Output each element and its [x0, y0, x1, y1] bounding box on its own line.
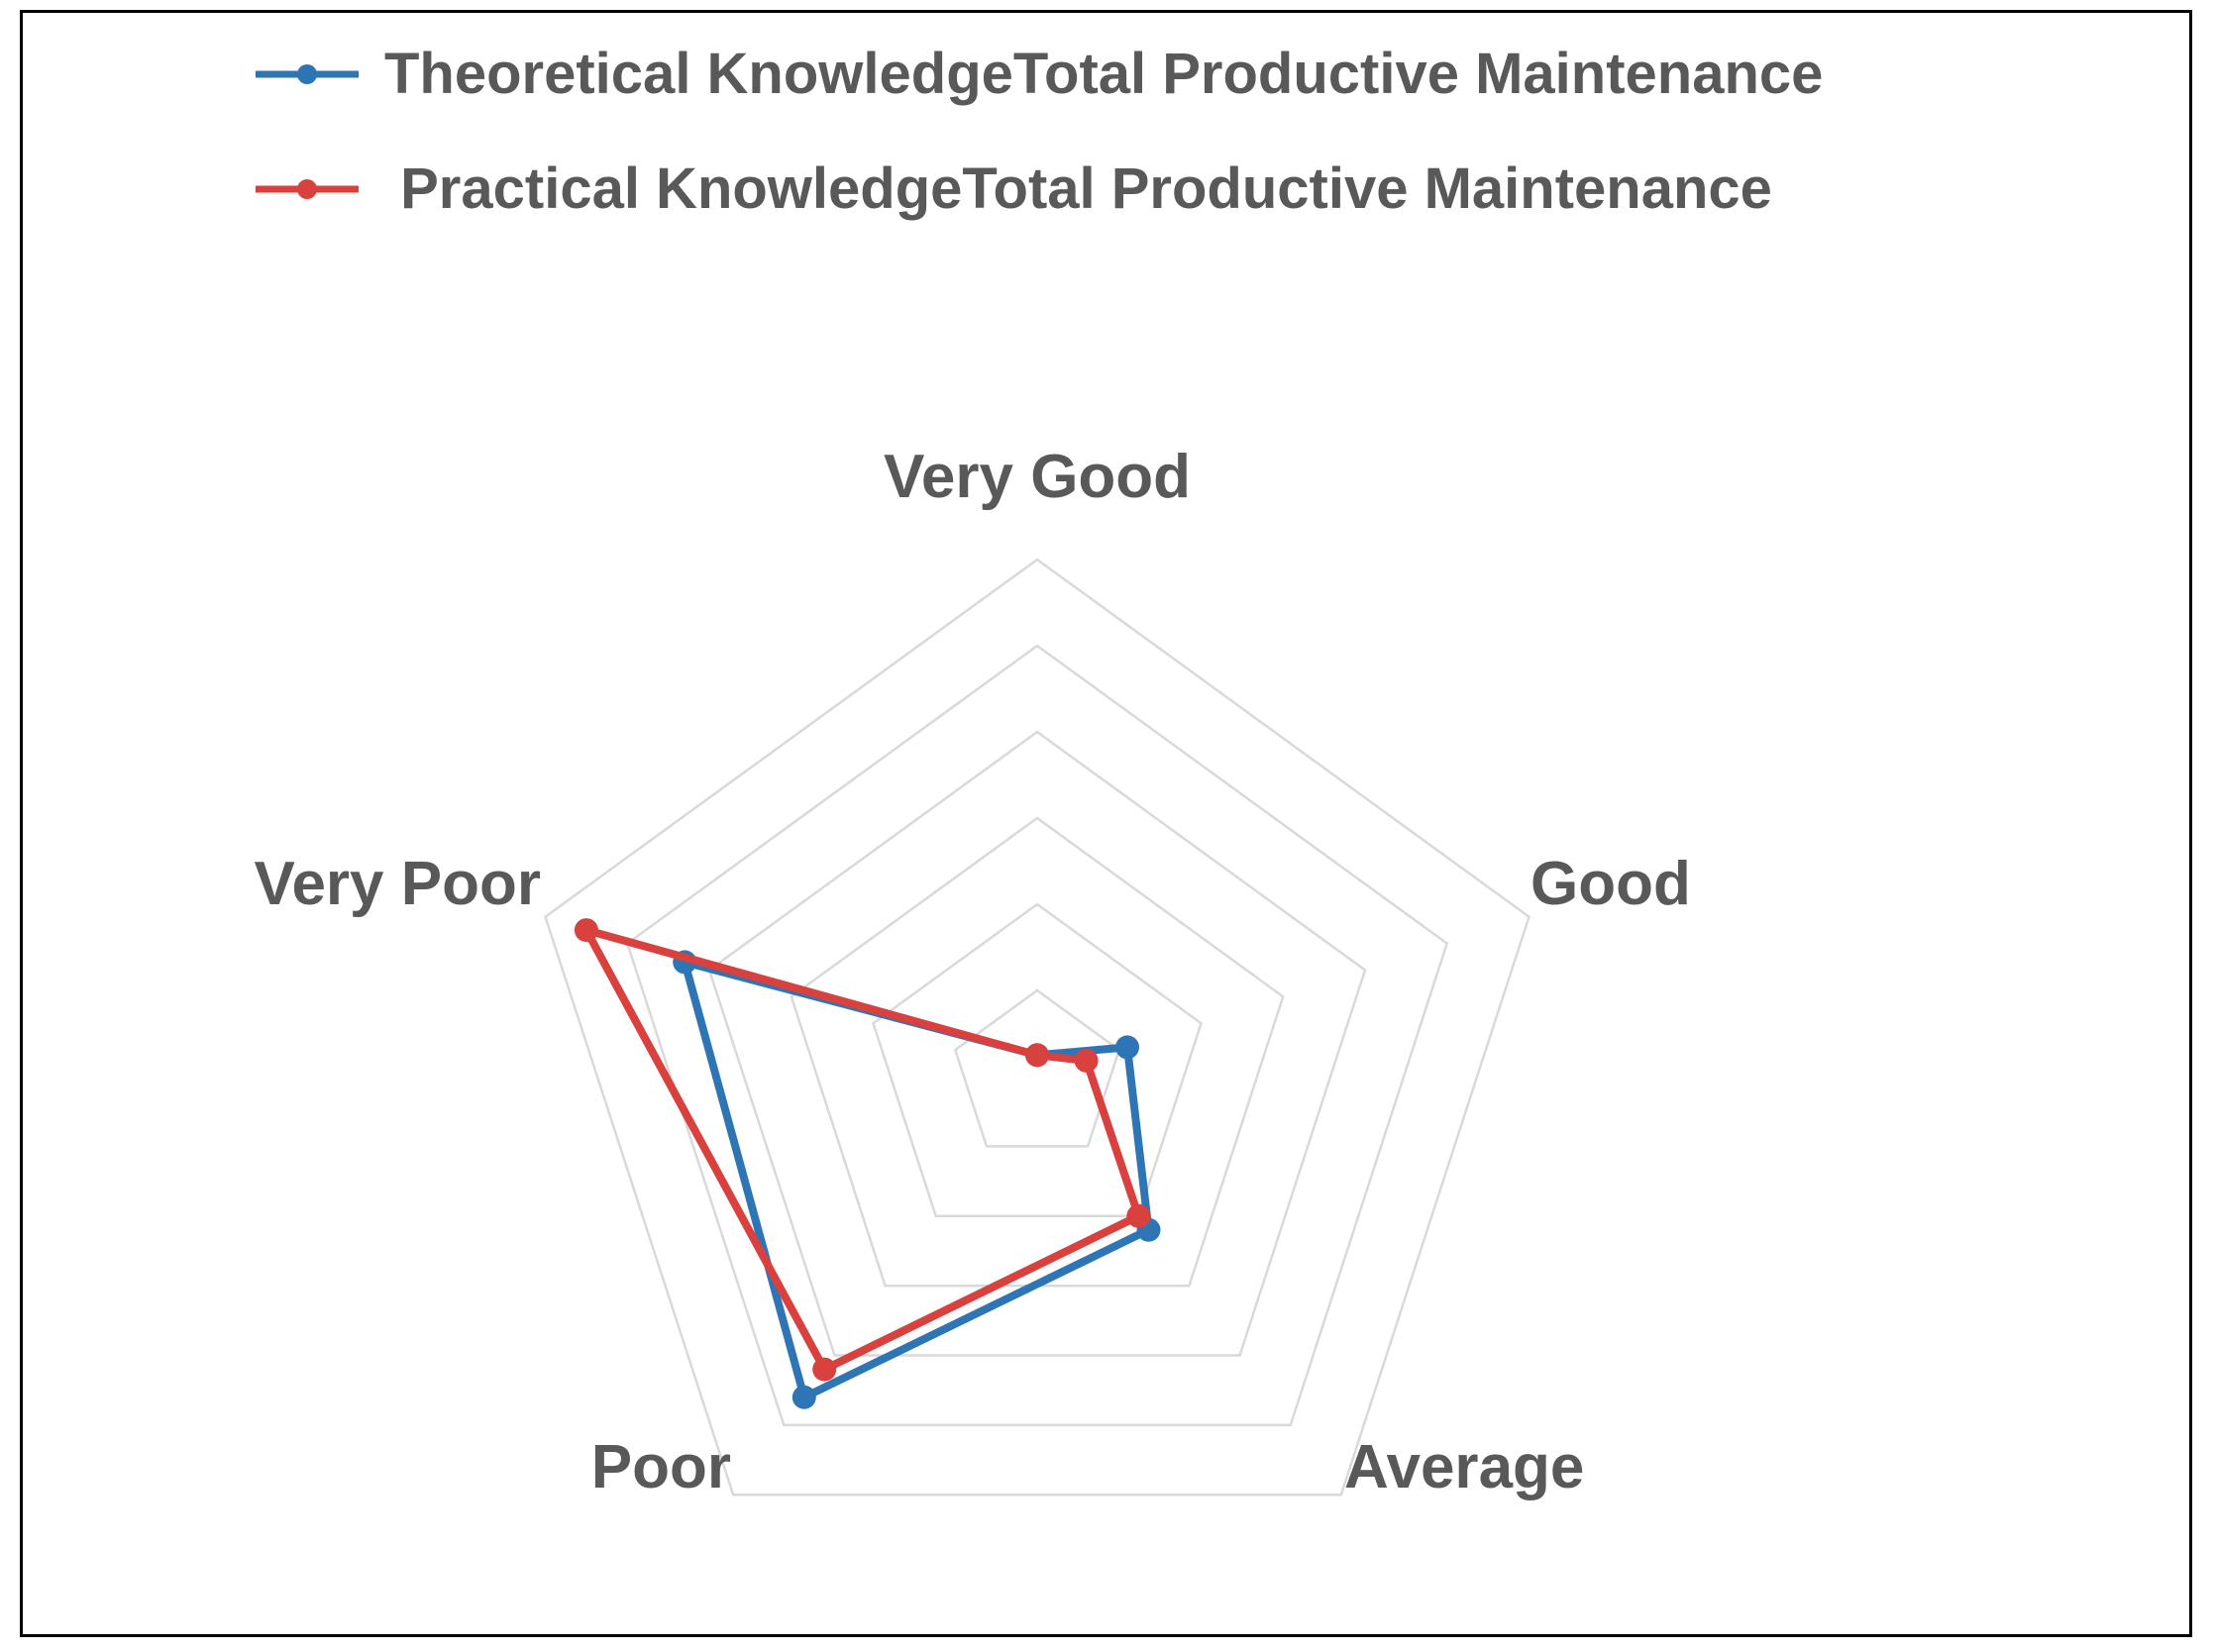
data-point-practical-0	[1025, 1043, 1049, 1068]
grid-ring-5	[625, 644, 1449, 1427]
grid-ring-4	[707, 730, 1367, 1357]
axis-label-very-good: Very Good	[884, 443, 1191, 511]
data-point-practical-3	[812, 1357, 837, 1382]
legend: Theoretical KnowledgeTotal Productive Ma…	[256, 42, 1823, 221]
axis-label-average: Average	[1344, 1433, 1584, 1501]
series-practical	[574, 918, 1151, 1382]
radar-grid	[544, 558, 1530, 1497]
legend-item-practical: Practical KnowledgeTotal Productive Main…	[256, 156, 1772, 221]
legend-marker-practical	[297, 179, 317, 199]
legend-item-theoretical: Theoretical KnowledgeTotal Productive Ma…	[256, 42, 1823, 106]
data-point-practical-1	[1074, 1048, 1099, 1073]
chart-frame	[20, 10, 2192, 1637]
grid-ring-6	[544, 558, 1530, 1497]
axis-label-very-poor: Very Poor	[255, 850, 541, 918]
grid-ring-2	[872, 902, 1203, 1218]
data-point-practical-2	[1126, 1203, 1151, 1228]
axis-labels: Very Good Good Average Poor Very Poor	[255, 443, 1691, 1501]
radar-series	[574, 918, 1161, 1409]
data-point-practical-4	[574, 918, 598, 943]
legend-label-practical: Practical KnowledgeTotal Productive Main…	[384, 156, 1772, 221]
legend-label-theoretical: Theoretical KnowledgeTotal Productive Ma…	[384, 42, 1823, 106]
legend-marker-theoretical	[297, 64, 317, 84]
data-point-theoretical-3	[791, 1385, 816, 1409]
series-line-practical	[581, 926, 1143, 1374]
data-point-theoretical-1	[1115, 1035, 1139, 1060]
axis-label-good: Good	[1530, 850, 1691, 918]
axis-label-poor: Poor	[591, 1433, 731, 1501]
